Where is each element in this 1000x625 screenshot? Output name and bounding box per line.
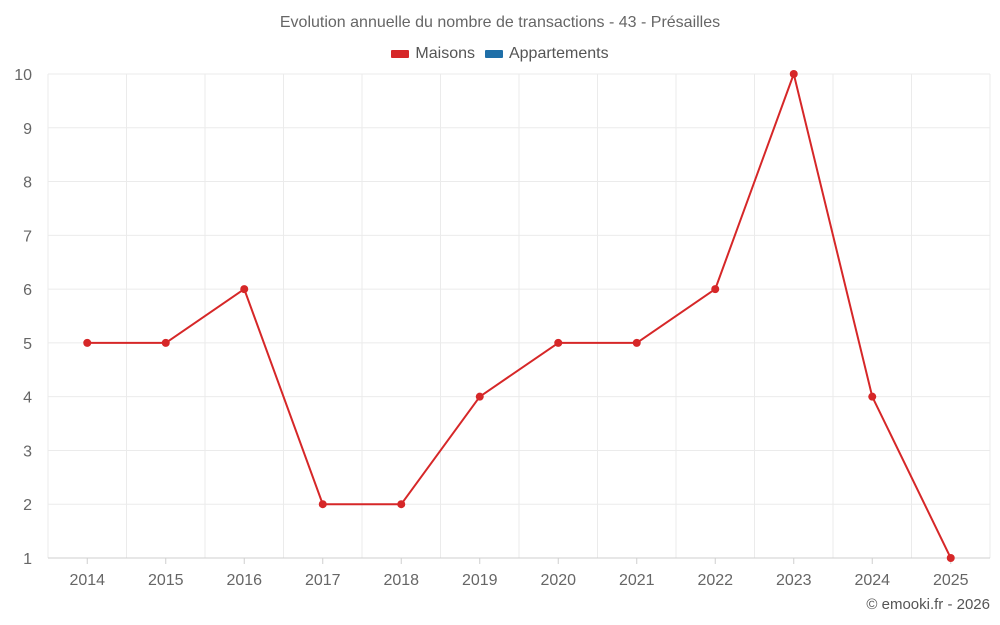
legend-swatch-appartements bbox=[484, 50, 503, 58]
x-tick-label: 2018 bbox=[383, 572, 419, 589]
x-tick-label: 2020 bbox=[540, 572, 576, 589]
x-tick-label: 2015 bbox=[148, 572, 184, 589]
data-point bbox=[868, 392, 877, 401]
data-point bbox=[789, 70, 798, 78]
data-point bbox=[240, 285, 249, 294]
y-tick-label: 6 bbox=[23, 282, 32, 299]
y-tick-label: 9 bbox=[23, 121, 32, 138]
x-tick-label: 2019 bbox=[462, 572, 498, 589]
x-tick-label: 2021 bbox=[619, 572, 655, 589]
copyright-credit: © emooki.fr - 2026 bbox=[866, 596, 990, 613]
x-tick-label: 2025 bbox=[933, 572, 969, 589]
data-point bbox=[83, 338, 92, 347]
x-tick-label: 2024 bbox=[854, 572, 890, 589]
y-tick-label: 3 bbox=[23, 443, 32, 460]
data-point bbox=[161, 338, 170, 347]
data-point bbox=[397, 500, 406, 509]
y-tick-label: 8 bbox=[23, 175, 32, 192]
chart-title: Evolution annuelle du nombre de transact… bbox=[279, 14, 721, 31]
y-tick-label: 7 bbox=[23, 228, 32, 245]
legend-label-maisons: Maisons bbox=[415, 45, 475, 62]
data-point bbox=[711, 285, 720, 294]
y-tick-label: 4 bbox=[23, 390, 32, 407]
x-tick-label: 2014 bbox=[69, 572, 105, 589]
y-tick-label: 1 bbox=[23, 551, 32, 568]
x-tick-label: 2016 bbox=[226, 572, 262, 589]
y-tick-label: 2 bbox=[23, 497, 32, 514]
data-point bbox=[475, 392, 484, 401]
x-tick-label: 2022 bbox=[697, 572, 733, 589]
legend-item-maisons[interactable]: Maisons bbox=[391, 45, 475, 63]
legend-label-appartements: Appartements bbox=[508, 45, 609, 62]
data-point bbox=[946, 554, 955, 562]
data-point bbox=[318, 500, 327, 509]
legend-item-appartements[interactable]: Appartements bbox=[484, 45, 609, 63]
y-tick-label: 5 bbox=[23, 336, 32, 353]
data-point bbox=[554, 338, 563, 347]
x-tick-label: 2017 bbox=[305, 572, 341, 589]
y-tick-label: 10 bbox=[14, 67, 32, 84]
chart-legend: Maisons Appartements bbox=[0, 45, 1000, 63]
data-point bbox=[632, 338, 641, 347]
legend-swatch-maisons bbox=[391, 50, 410, 58]
x-tick-label: 2023 bbox=[776, 572, 812, 589]
series-line-maisons bbox=[87, 73, 952, 559]
